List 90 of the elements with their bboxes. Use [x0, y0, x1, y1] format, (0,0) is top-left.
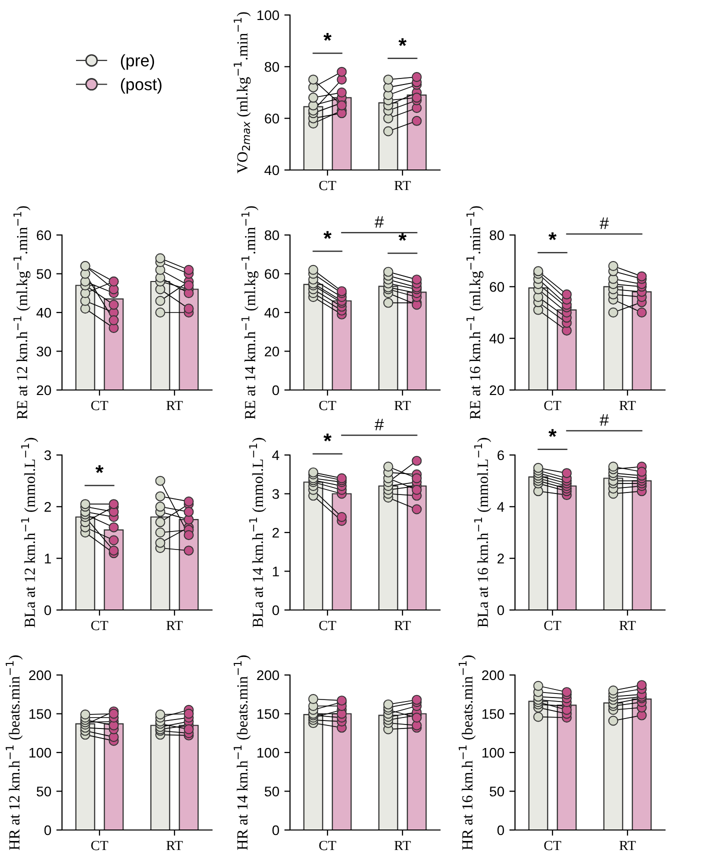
y-tick-label: 60 — [36, 230, 52, 240]
y-axis-title: RE at 12 km.h$^{−1}$ (ml.kg$^{−1}$.min$^{−1}$) — [13, 206, 30, 420]
x-tick-label: CT — [91, 840, 108, 850]
x-tick-label: RT — [166, 400, 183, 410]
x-tick-label: RT — [166, 620, 183, 630]
y-tick-label: 4 — [497, 502, 504, 512]
y-tick-label: 100 — [482, 748, 504, 758]
text: # — [600, 218, 609, 229]
y-axis-title: HR at 14 km.h$^{−1}$ (beats.min$^{−1}$) — [234, 655, 251, 850]
x-tick-label: RT — [619, 840, 636, 850]
y-tick-label: 0 — [497, 825, 504, 836]
y-tick-label: 80 — [490, 230, 504, 240]
y-tick-label: 6 — [498, 450, 504, 460]
y-axis-title: BLa at 12 km.h$^{−1}$ (mmol.L$^{−1}$) — [21, 438, 38, 628]
x-tick-label: RT — [619, 400, 636, 410]
annotation: * — [398, 233, 407, 241]
y-tick-label: 50 — [36, 786, 52, 796]
y-tick-label: 60 — [264, 269, 280, 279]
text: * — [324, 434, 332, 442]
y-tick-label: 200 — [257, 670, 280, 680]
y-axis-title: BLa at 16 km.h$^{−1}$ (mmol.L$^{−1}$) — [474, 438, 492, 628]
y-tick-label: 20 — [490, 385, 504, 396]
y-tick-label: 40 — [36, 308, 52, 318]
y-tick-label: 60 — [490, 282, 504, 292]
y-tick-label: 40 — [264, 308, 280, 318]
y-tick-label: 3 — [44, 450, 51, 460]
y-tick-label: 20 — [264, 346, 280, 356]
y-tick-label: 100 — [257, 10, 280, 20]
annotation: * — [324, 33, 332, 41]
y-tick-label: 60 — [264, 114, 280, 124]
x-tick-label: CT — [319, 620, 336, 630]
y-tick-label: 150 — [257, 709, 280, 719]
y-tick-label: 0 — [272, 605, 280, 616]
y-tick-label: 40 — [489, 334, 504, 344]
annotation: * — [324, 231, 332, 239]
text: # — [374, 216, 384, 228]
y-tick-label: 50 — [36, 269, 52, 279]
y-axis-title: RE at 14 km.h$^{−1}$ (ml.kg$^{−1}$.min$^{−1}$) — [241, 206, 258, 420]
x-tick-label: CT — [91, 620, 108, 630]
annotation: * — [398, 38, 407, 46]
x-tick-label: RT — [394, 620, 411, 630]
x-tick-label: CT — [544, 400, 562, 410]
annotation: * — [96, 465, 104, 474]
y-tick-label: 2 — [44, 502, 51, 512]
text: # — [374, 418, 384, 430]
y-tick-label: 50 — [490, 786, 504, 796]
y-tick-label: 80 — [264, 230, 280, 240]
y-tick-label: 0 — [272, 385, 280, 396]
y-axis-title: BLa at 14 km.h$^{−1}$ (mmol.L$^{−1}$) — [249, 438, 266, 628]
text: # — [600, 414, 609, 426]
y-tick-label: 30 — [36, 346, 52, 356]
y-axis-title: HR at 12 km.h$^{−1}$ (beats.min$^{−1}$) — [6, 655, 23, 850]
y-tick-label: 80 — [264, 62, 280, 72]
x-tick-label: RT — [166, 840, 183, 850]
y-tick-label: 200 — [29, 670, 52, 680]
y-tick-label: 150 — [29, 709, 52, 719]
y-tick-label: 3 — [272, 489, 279, 499]
x-tick-label: CT — [544, 840, 562, 850]
x-tick-label: RT — [394, 180, 411, 190]
y-tick-label: 40 — [264, 165, 280, 176]
x-tick-label: CT — [544, 620, 562, 630]
y-tick-label: 200 — [482, 670, 504, 680]
legend-label: (post) — [120, 78, 162, 94]
x-tick-label: CT — [319, 180, 336, 190]
y-tick-label: 0 — [272, 825, 280, 836]
x-tick-label: RT — [619, 620, 636, 630]
y-tick-label: 20 — [36, 385, 52, 396]
y-axis-title: VO$_{2max}$ (ml.kg$^{−1}$.min$^{−1}$) — [234, 12, 251, 174]
y-axis-title: HR at 16 km.h$^{−1}$ (beats.min$^{−1}$) — [458, 655, 476, 850]
y-tick-label: 0 — [44, 825, 52, 836]
x-tick-label: CT — [91, 400, 108, 410]
x-tick-label: RT — [394, 840, 411, 850]
x-tick-label: CT — [319, 400, 336, 410]
x-tick-label: CT — [319, 840, 336, 850]
y-tick-label: 1 — [272, 566, 279, 576]
y-tick-label: 2 — [498, 554, 504, 564]
y-tick-label: 4 — [272, 450, 280, 460]
y-tick-label: 50 — [264, 786, 280, 796]
y-tick-label: 2 — [272, 528, 279, 538]
y-axis-title: RE at 16 km.h$^{−1}$ (ml.kg$^{−1}$.min$^{−1}$) — [466, 206, 484, 420]
y-tick-label: 150 — [482, 709, 504, 719]
y-tick-label: 100 — [29, 748, 52, 758]
x-tick-label: RT — [394, 400, 411, 410]
y-tick-label: 0 — [44, 605, 52, 616]
y-tick-label: 100 — [257, 748, 280, 758]
y-tick-label: 0 — [497, 605, 504, 616]
annotation: * — [548, 232, 557, 240]
legend-label: (pre) — [120, 54, 154, 70]
text: * — [548, 429, 557, 437]
y-tick-label: 1 — [44, 554, 51, 564]
